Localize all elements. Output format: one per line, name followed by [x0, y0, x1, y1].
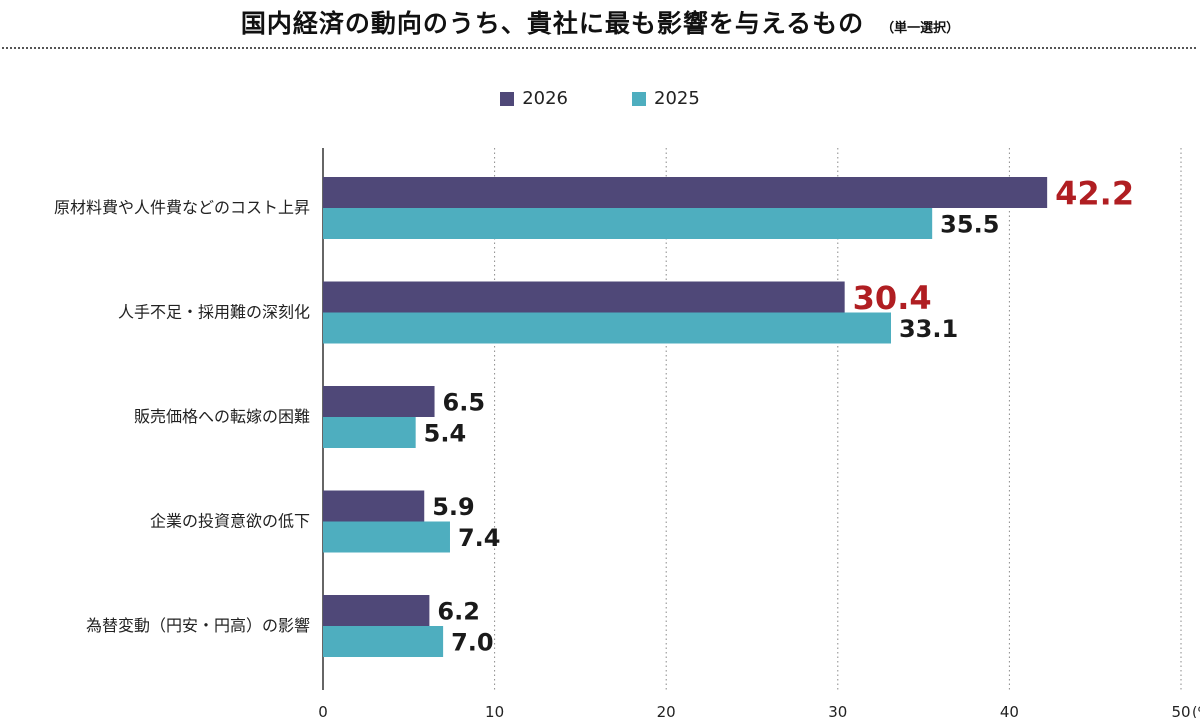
chart-subtitle: （単一選択）	[881, 21, 960, 36]
bar-2026	[323, 595, 430, 626]
bar-2025	[323, 312, 891, 344]
data-label-2026: 5.9	[432, 493, 475, 521]
data-label-2026: 42.2	[1055, 175, 1134, 213]
legend-item-2025: 2025	[632, 88, 700, 109]
data-label-2025: 7.4	[458, 524, 501, 552]
legend-label-2025: 2025	[654, 88, 700, 109]
bar-2025	[323, 208, 933, 239]
dotted-divider	[2, 47, 1196, 49]
x-tick-label: 30	[828, 703, 847, 718]
chart-title-row: 国内経済の動向のうち、貴社に最も影響を与えるもの （単一選択）	[0, 4, 1200, 40]
data-label-2025: 5.4	[424, 420, 467, 448]
chart-legend: 2026 2025	[0, 88, 1200, 109]
x-axis-unit: (%)	[1192, 705, 1200, 718]
data-label-2025: 33.1	[899, 315, 958, 343]
legend-swatch-2026	[500, 91, 515, 106]
chart-title: 国内経済の動向のうち、貴社に最も影響を与えるもの	[240, 9, 865, 38]
x-tick-label: 40	[1000, 703, 1019, 718]
data-label-2025: 35.5	[940, 211, 999, 239]
legend-item-2026: 2026	[500, 88, 568, 109]
bar-2026	[323, 386, 435, 417]
category-label: 為替変動（円安・円高）の影響	[86, 616, 310, 635]
data-label-2026: 30.4	[853, 279, 932, 317]
category-label: 人手不足・採用難の深刻化	[118, 303, 310, 322]
bar-2025	[323, 521, 450, 553]
legend-swatch-2025	[632, 91, 646, 106]
bar-2026	[323, 490, 425, 522]
bar-2026	[323, 177, 1048, 208]
bar-2025	[323, 626, 444, 657]
legend-label-2026: 2026	[522, 88, 568, 109]
category-label: 原材料費や人件費などのコスト上昇	[54, 198, 310, 217]
data-label-2025: 7.0	[451, 629, 494, 657]
x-tick-label: 10	[485, 703, 504, 718]
bar-2025	[323, 417, 416, 448]
data-label-2026: 6.2	[437, 598, 480, 626]
bar-2026	[323, 281, 845, 313]
category-label: 販売価格への転嫁の困難	[134, 407, 310, 426]
x-tick-label: 0	[318, 703, 328, 718]
category-label: 企業の投資意欲の低下	[150, 512, 310, 531]
data-label-2026: 6.5	[443, 389, 486, 417]
x-tick-label: 50	[1171, 703, 1190, 718]
x-tick-label: 20	[657, 703, 676, 718]
